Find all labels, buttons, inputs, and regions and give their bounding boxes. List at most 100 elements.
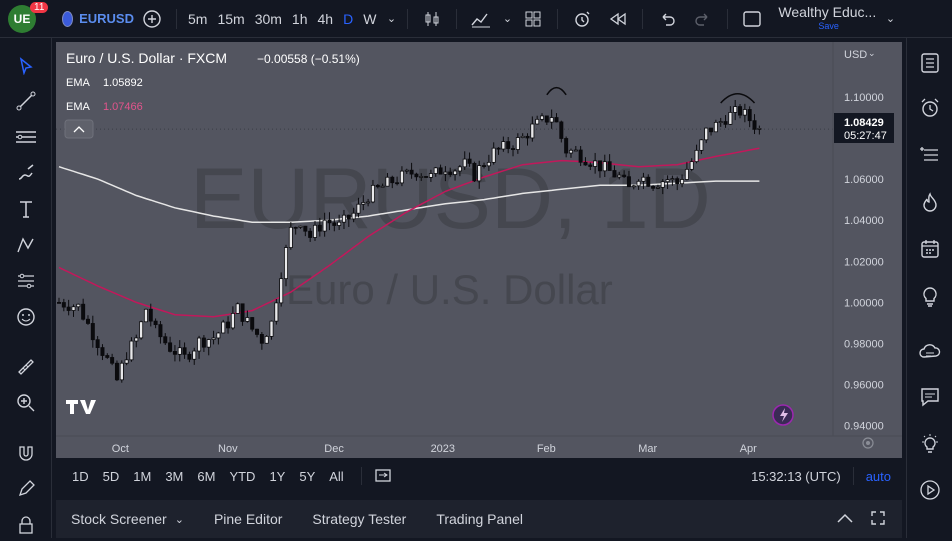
range-5d-button[interactable]: 5D bbox=[102, 468, 120, 484]
trend-line-tool[interactable] bbox=[10, 85, 42, 117]
candle bbox=[361, 195, 366, 211]
compare-add-button[interactable] bbox=[134, 0, 170, 38]
lock-tool[interactable] bbox=[10, 509, 42, 541]
range-toolbar: 1D 5D 1M 3M 6M YTD 1Y 5Y All 15:32:13 (UTC) auto bbox=[56, 458, 902, 494]
candle bbox=[284, 244, 289, 287]
fib-tool[interactable] bbox=[10, 265, 42, 297]
chats-button[interactable] bbox=[915, 382, 945, 412]
date-range-button[interactable] bbox=[374, 467, 392, 486]
range-3m-button[interactable]: 3M bbox=[165, 468, 184, 484]
live-stream-button[interactable] bbox=[915, 475, 945, 505]
measure-tool[interactable] bbox=[10, 351, 42, 383]
candle bbox=[462, 151, 467, 170]
candle bbox=[356, 197, 361, 218]
tab-pine-editor[interactable]: Pine Editor bbox=[199, 511, 297, 527]
range-1d-button[interactable]: 1D bbox=[72, 468, 89, 484]
candle bbox=[163, 333, 168, 346]
user-avatar-logo[interactable]: UE 11 bbox=[0, 0, 49, 38]
candle bbox=[380, 183, 385, 188]
zoom-in-icon bbox=[17, 394, 35, 412]
drawn-arc-right[interactable] bbox=[720, 93, 756, 104]
watchlist-button[interactable] bbox=[915, 48, 945, 78]
candle bbox=[486, 154, 491, 171]
range-all-button[interactable]: All bbox=[329, 468, 344, 484]
range-1m-button[interactable]: 1M bbox=[133, 468, 152, 484]
interval-4h-button[interactable]: 4h bbox=[317, 10, 334, 27]
undo-button[interactable] bbox=[649, 0, 685, 38]
currency-label[interactable]: USD bbox=[844, 49, 867, 61]
symbol-search-button[interactable]: EURUSD bbox=[44, 0, 134, 38]
interval-1h-button[interactable]: 1h bbox=[291, 10, 308, 27]
magnet-tool[interactable] bbox=[10, 437, 42, 469]
tab-stock-screener[interactable]: Stock Screener ⌄ bbox=[56, 511, 199, 527]
candle bbox=[201, 335, 206, 352]
pattern-tool[interactable] bbox=[10, 229, 42, 261]
watchlist-icon bbox=[921, 53, 939, 73]
ideas-button[interactable] bbox=[915, 282, 945, 312]
alert-button[interactable] bbox=[564, 0, 600, 38]
streams-button[interactable] bbox=[915, 337, 945, 367]
indicators-button[interactable] bbox=[463, 0, 499, 38]
text-tool[interactable] bbox=[10, 193, 42, 225]
tab-strategy-tester[interactable]: Strategy Tester bbox=[297, 511, 421, 527]
range-5y-button[interactable]: 5Y bbox=[299, 468, 316, 484]
interval-5m-button[interactable]: 5m bbox=[188, 10, 208, 27]
help-ideas-button[interactable] bbox=[915, 429, 945, 459]
price-chart[interactable]: EURUSD, 1D Euro / U.S. Dollar 1.10000 1.0… bbox=[56, 42, 902, 458]
interval-15m-button[interactable]: 15m bbox=[217, 10, 245, 27]
range-6m-button[interactable]: 6M bbox=[197, 468, 216, 484]
tv-logo[interactable] bbox=[66, 400, 96, 414]
interval-w-button[interactable]: W bbox=[363, 10, 377, 27]
layout-grid-button[interactable] bbox=[515, 0, 551, 38]
cursor-tool[interactable] bbox=[10, 50, 42, 82]
candle bbox=[665, 175, 670, 190]
layout-name-button[interactable]: Wealthy Educ... Save bbox=[770, 0, 880, 38]
replay-button[interactable] bbox=[600, 0, 636, 38]
interval-d-button[interactable]: D bbox=[343, 10, 354, 27]
fullscreen-toggle-button[interactable] bbox=[734, 0, 770, 38]
auto-scale-toggle[interactable]: auto bbox=[865, 468, 891, 484]
candle bbox=[694, 144, 699, 164]
flash-icon[interactable] bbox=[772, 404, 794, 426]
indicators-chevron-icon[interactable]: ⌄ bbox=[502, 13, 513, 25]
range-1y-button[interactable]: 1Y bbox=[269, 468, 286, 484]
layout-chevron-icon[interactable]: ⌄ bbox=[885, 13, 896, 25]
calendar-button[interactable] bbox=[915, 234, 945, 264]
price-tick-label: 1.02000 bbox=[844, 256, 884, 268]
drawn-arc-left[interactable] bbox=[546, 86, 567, 96]
last-price: 1.08429 bbox=[844, 117, 884, 129]
tab-trading-panel[interactable]: Trading Panel bbox=[421, 511, 538, 527]
interval-30m-button[interactable]: 30m bbox=[254, 10, 282, 27]
expand-panel-button[interactable] bbox=[824, 511, 866, 528]
zoom-tool[interactable] bbox=[10, 387, 42, 419]
range-ytd-button[interactable]: YTD bbox=[229, 468, 256, 484]
maximize-panel-button[interactable] bbox=[866, 510, 902, 529]
currency-chevron-icon[interactable]: ⌄ bbox=[868, 48, 876, 58]
candle bbox=[573, 145, 578, 152]
data-window-button[interactable] bbox=[915, 140, 945, 170]
redo-button[interactable] bbox=[685, 0, 721, 38]
candle bbox=[206, 338, 211, 356]
utc-clock[interactable]: 15:32:13 (UTC) bbox=[751, 468, 841, 484]
candle bbox=[71, 304, 76, 317]
horizontal-lines-tool[interactable] bbox=[10, 121, 42, 153]
alerts-button[interactable] bbox=[915, 93, 945, 123]
candle bbox=[428, 169, 433, 182]
candle bbox=[245, 310, 250, 323]
text-icon bbox=[20, 201, 32, 218]
candle bbox=[119, 360, 124, 383]
candle bbox=[409, 162, 414, 179]
emoji-tool[interactable] bbox=[10, 301, 42, 333]
hotlists-button[interactable] bbox=[915, 188, 945, 218]
collapse-legend-button[interactable] bbox=[64, 119, 94, 139]
chart-type-candles-button[interactable] bbox=[414, 0, 450, 38]
drawing-mode-tool[interactable] bbox=[10, 473, 42, 505]
brush-tool[interactable] bbox=[10, 157, 42, 189]
chart-settings-icon[interactable] bbox=[862, 437, 874, 449]
chart-pane[interactable]: EURUSD, 1D Euro / U.S. Dollar 1.10000 1.0… bbox=[56, 42, 902, 458]
time-axis[interactable]: Oct Nov Dec 2023 Feb Mar Apr bbox=[112, 443, 757, 455]
candle bbox=[747, 106, 752, 128]
magnet-icon bbox=[19, 446, 33, 461]
interval-dropdown-chevron-icon[interactable]: ⌄ bbox=[386, 13, 397, 25]
candle bbox=[704, 127, 709, 144]
